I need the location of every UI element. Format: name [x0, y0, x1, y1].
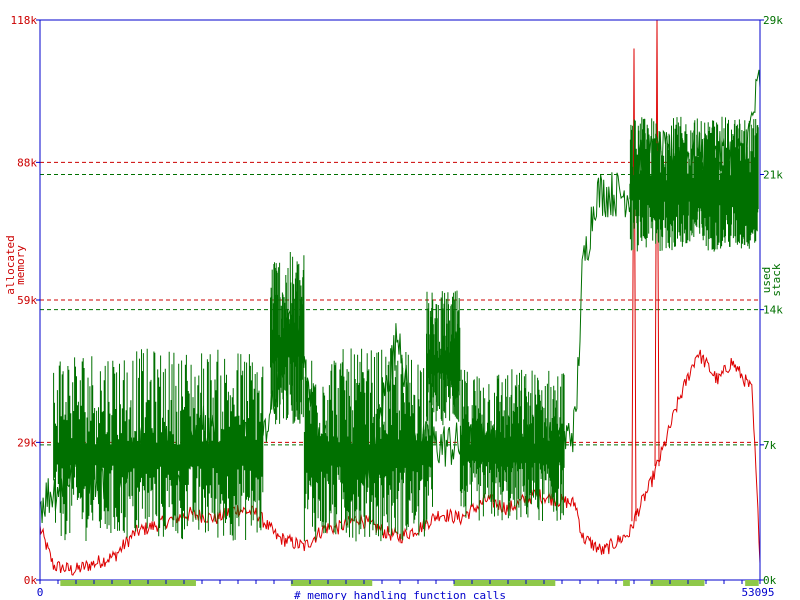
left-axis-label-line2: memory	[14, 245, 27, 285]
right-axis-label-line1: used	[760, 267, 773, 294]
series-group	[39, 19, 761, 576]
right-tick-label-4: 29k	[763, 14, 783, 27]
left-tick-label-1: 29k	[17, 436, 37, 449]
right-tick-label-0: 0k	[763, 574, 777, 587]
x-axis-label: # memory handling function calls	[294, 589, 506, 600]
right-tick-label-2: 14k	[763, 304, 783, 317]
left-tick-label-4: 118k	[11, 14, 38, 27]
series-line-right	[39, 69, 761, 542]
right-tick-label-1: 7k	[763, 439, 777, 452]
left-axis-label: allocated memory	[4, 235, 27, 295]
left-tick-label-3: 88k	[17, 156, 37, 169]
right-axis-label-line2: stack	[770, 263, 783, 296]
right-tick-label-3: 21k	[763, 168, 783, 181]
x-axis-ticks: 0 53095	[37, 580, 775, 599]
x-tick-label-end: 53095	[741, 586, 774, 599]
activity-segment-3	[623, 580, 630, 586]
right-axis-ticks: 0k 7k 14k 21k 29k	[760, 14, 783, 587]
left-axis-ticks: 0k 29k 59k 88k 118k	[11, 14, 40, 587]
activity-segment-2	[453, 580, 556, 586]
activity-segment-1	[290, 580, 373, 586]
left-tick-label-2: 59k	[17, 294, 37, 307]
right-axis-label: used stack	[760, 263, 783, 296]
activity-segment-5	[745, 580, 759, 586]
activity-bar	[60, 580, 759, 586]
x-tick-label-start: 0	[37, 586, 44, 599]
activity-segment-4	[650, 580, 705, 586]
left-axis-label-line1: allocated	[4, 235, 17, 295]
left-tick-label-0: 0k	[24, 574, 38, 587]
activity-segment-0	[60, 580, 196, 586]
